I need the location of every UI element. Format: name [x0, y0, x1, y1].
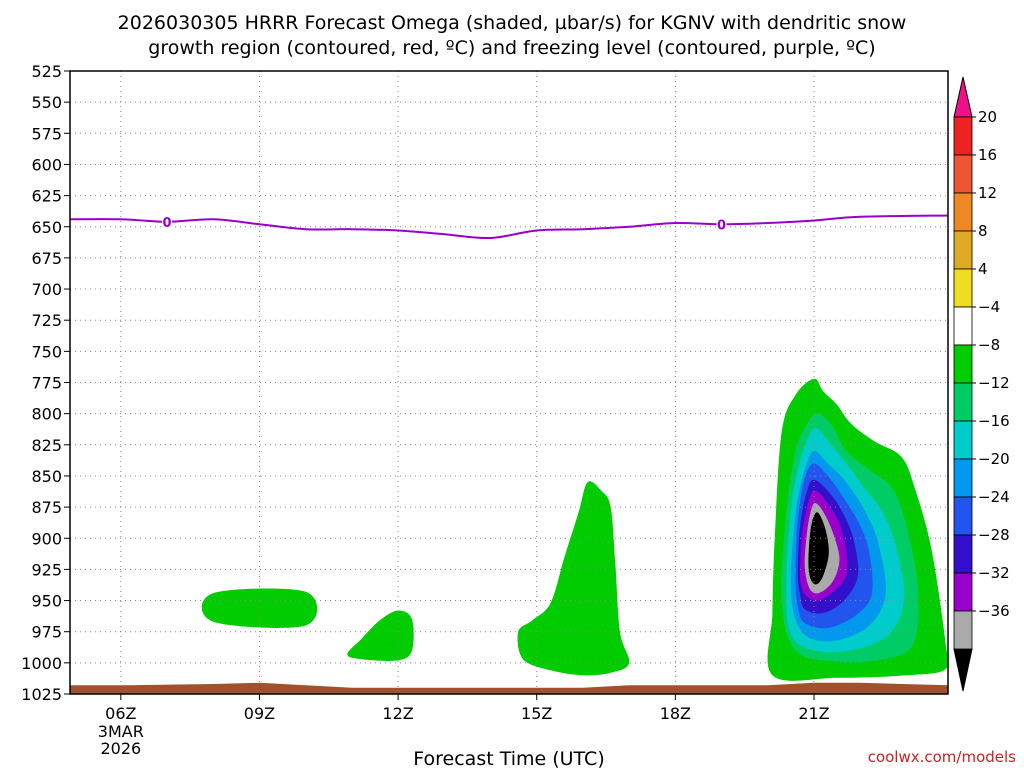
y-tick-label: 1000 [21, 654, 62, 673]
y-tick-label: 1025 [21, 685, 62, 704]
x-tick-label: 21Z [798, 704, 829, 723]
x-tick-sublabel: 2026 [100, 739, 141, 758]
x-tick-label: 18Z [660, 704, 691, 723]
colorbar-swatch [953, 496, 973, 536]
y-tick-label: 550 [31, 93, 62, 112]
colorbar-label: 4 [978, 260, 988, 278]
colorbar-label: 8 [978, 222, 988, 240]
chart-title-line-2: growth region (contoured, red, ºC) and f… [148, 37, 875, 59]
colorbar-label: −16 [978, 412, 1010, 430]
omega-region [347, 610, 414, 661]
omega-region [201, 588, 318, 628]
freezing-label-bg [716, 216, 727, 233]
y-tick-label: 575 [31, 124, 62, 143]
y-tick-label: 825 [31, 436, 62, 455]
colorbar-label: −12 [978, 374, 1010, 392]
y-tick-label: 925 [31, 560, 62, 579]
colorbar-label: −20 [978, 450, 1010, 468]
omega-region [517, 481, 630, 676]
y-tick-label: 700 [31, 280, 62, 299]
credit-text: coolwx.com/models [868, 748, 1016, 766]
x-tick-label: 12Z [382, 704, 413, 723]
colorbar-swatch [953, 572, 973, 612]
freezing-level-line [70, 214, 948, 240]
x-tick-label: 06Z [105, 704, 136, 723]
freezing-level-label: 0 [163, 216, 172, 231]
y-tick-label: 875 [31, 498, 62, 517]
y-tick-label: 950 [31, 592, 62, 611]
x-axis-label: Forecast Time (UTC) [413, 748, 604, 768]
colorbar-swatch [953, 534, 973, 574]
y-tick-label: 725 [31, 311, 62, 330]
colorbar-swatch [953, 382, 973, 422]
colorbar-swatch [953, 420, 973, 460]
y-tick-label: 850 [31, 467, 62, 486]
colorbar-swatch [953, 192, 973, 232]
y-tick-label: 750 [31, 342, 62, 361]
y-tick-label: 675 [31, 249, 62, 268]
y-tick-label: 525 [31, 62, 62, 81]
x-tick-label: 15Z [521, 704, 552, 723]
terrain [70, 682, 948, 694]
chart-title-line-1: 2026030305 HRRR Forecast Omega (shaded, … [118, 12, 907, 34]
y-tick-label: 800 [31, 405, 62, 424]
colorbar-label: 16 [978, 146, 997, 164]
colorbar-top-arrow [953, 76, 973, 118]
y-tick-label: 650 [31, 218, 62, 237]
colorbar-swatch [953, 306, 973, 346]
x-tick-label: 09Z [244, 704, 275, 723]
colorbar-label: −24 [978, 488, 1010, 506]
y-axis: 525 550 575 600 625 650 675 700 725 750 775 800 825 8… [21, 62, 70, 704]
colorbar-label: −4 [978, 298, 1000, 316]
terrain-fill [70, 682, 948, 694]
colorbar-label: −8 [978, 336, 1000, 354]
colorbar-swatch [953, 116, 973, 156]
y-tick-label: 775 [31, 374, 62, 393]
colorbar-label: −36 [978, 602, 1010, 620]
colorbar-label: −28 [978, 526, 1010, 544]
colorbar-label: 12 [978, 184, 997, 202]
y-tick-label: 600 [31, 155, 62, 174]
y-tick-label: 900 [31, 529, 62, 548]
omega-shading [201, 378, 948, 681]
colorbar-swatch [953, 230, 973, 270]
colorbar: 20 16 12 8 4 −4 −8 −12 −16 −20 −24 −28 −32 −36 [953, 76, 1010, 692]
freezing-label-bg [162, 213, 173, 230]
y-tick-label: 625 [31, 187, 62, 206]
y-tick-label: 975 [31, 623, 62, 642]
colorbar-swatch [953, 610, 973, 650]
freezing-level-label: 0 [717, 218, 726, 233]
colorbar-bottom-arrow [953, 648, 973, 692]
colorbar-label: −32 [978, 564, 1010, 582]
colorbar-label: 20 [978, 108, 997, 126]
x-tick-sublabel: 3MAR [98, 722, 144, 741]
colorbar-swatch [953, 268, 973, 308]
colorbar-swatch [953, 458, 973, 498]
colorbar-swatch [953, 154, 973, 194]
colorbar-swatch [953, 344, 973, 384]
